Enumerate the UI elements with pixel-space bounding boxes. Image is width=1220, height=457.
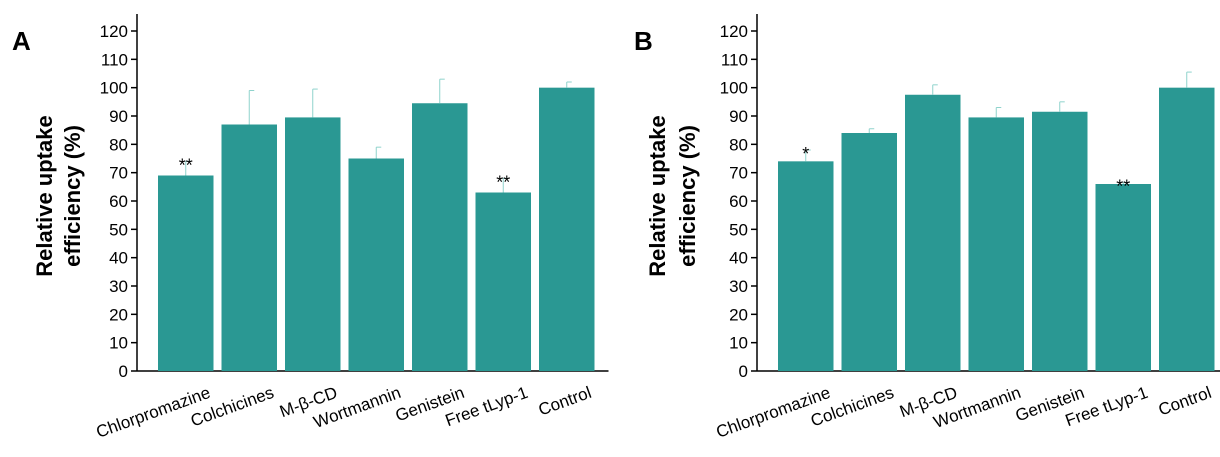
y-tick-label: 110 — [721, 50, 748, 69]
y-tick-label: 60 — [729, 192, 748, 211]
significance-marker: * — [802, 144, 809, 164]
bar — [968, 117, 1024, 372]
bar — [778, 161, 834, 371]
y-tick-label: 100 — [100, 79, 128, 98]
y-tick-label: 120 — [100, 22, 128, 41]
bar — [1032, 111, 1088, 371]
bar — [348, 158, 404, 371]
significance-marker: ** — [179, 155, 193, 175]
y-tick-label: 20 — [729, 305, 748, 324]
bar — [539, 87, 595, 372]
y-axis-label-line-1: Relative uptake — [32, 115, 57, 276]
y-tick-label: 40 — [109, 249, 128, 268]
bar — [475, 192, 531, 371]
y-tick-label: 110 — [101, 50, 128, 69]
bar — [1159, 87, 1215, 372]
y-tick-label: 50 — [729, 220, 748, 239]
y-tick-label: 30 — [729, 277, 748, 296]
y-axis-label-line-2: efficiency (%) — [60, 125, 85, 267]
y-tick-label: 0 — [739, 362, 748, 381]
y-tick-label: 50 — [109, 220, 128, 239]
panel-letter: B — [634, 26, 653, 56]
y-tick-label: 30 — [109, 277, 128, 296]
bar — [158, 175, 214, 371]
y-tick-label: 100 — [720, 79, 748, 98]
y-axis-label-line-2: efficiency (%) — [675, 125, 700, 267]
y-tick-label: 10 — [729, 334, 748, 353]
y-tick-label: 60 — [109, 192, 128, 211]
bar — [221, 124, 277, 371]
significance-marker: ** — [496, 172, 510, 192]
panel-letter: A — [12, 26, 31, 56]
panel-b: B Relative uptake efficiency (%) 0 10 20 30 40 5… — [634, 14, 1220, 442]
y-tick-label: 70 — [109, 164, 128, 183]
category-label: Control — [536, 383, 594, 420]
y-tick-label: 70 — [729, 164, 748, 183]
y-tick-label: 0 — [119, 362, 128, 381]
category-label: Control — [1156, 383, 1214, 420]
y-tick-label: 80 — [729, 135, 748, 154]
panel-a: A Relative uptake efficiency (%) 0 10 20 30 40 5… — [12, 14, 609, 442]
bar — [412, 103, 468, 371]
bar — [1095, 184, 1151, 371]
y-tick-label: 20 — [109, 305, 128, 324]
bar — [841, 133, 897, 371]
significance-marker: ** — [1116, 177, 1130, 197]
bar — [905, 94, 961, 371]
y-axis-label-line-1: Relative uptake — [645, 115, 670, 276]
y-tick-label: 90 — [109, 107, 128, 126]
y-tick-label: 80 — [109, 135, 128, 154]
y-tick-label: 40 — [729, 249, 748, 268]
bar — [285, 117, 341, 372]
y-tick-label: 120 — [720, 22, 748, 41]
y-tick-label: 90 — [729, 107, 748, 126]
y-tick-label: 10 — [109, 334, 128, 353]
